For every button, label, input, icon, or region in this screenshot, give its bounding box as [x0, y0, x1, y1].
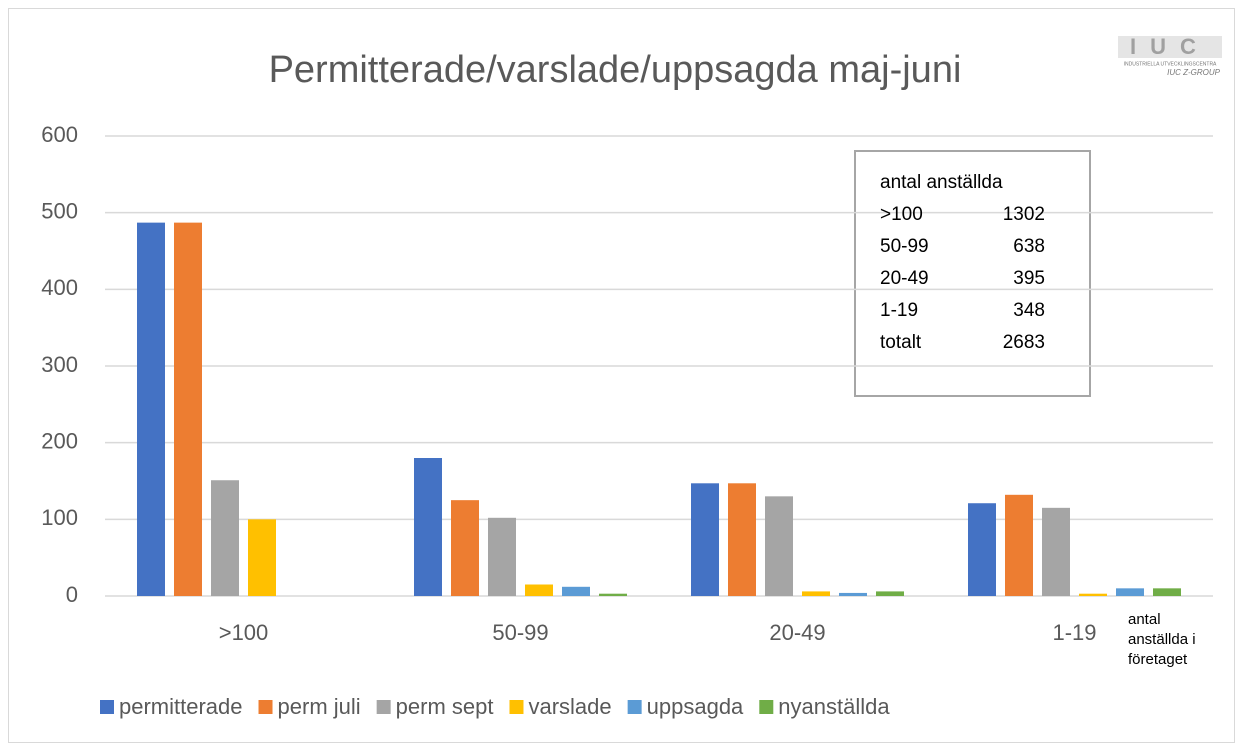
legend-swatch: [258, 700, 273, 714]
bar: [839, 592, 867, 596]
annotation-label: totalt: [880, 332, 922, 353]
legend-label: perm sept: [396, 694, 494, 719]
annotation-title: antal anställda: [880, 172, 1003, 193]
annotation-value: 1302: [1003, 204, 1045, 225]
y-tick-label: 600: [41, 122, 78, 147]
annotation-value: 348: [1013, 300, 1045, 321]
bar: [562, 586, 590, 596]
bar: [414, 458, 442, 596]
logo-name: IUC: [1130, 34, 1210, 59]
legend-swatch: [100, 700, 114, 714]
x-tick-label: 1-19: [1052, 620, 1096, 645]
bar: [802, 591, 830, 596]
logo-bg: [1118, 36, 1222, 58]
legend-swatch: [759, 700, 774, 714]
bar: [1005, 494, 1033, 596]
x-tick-label: 20-49: [769, 620, 825, 645]
bar: [525, 584, 553, 596]
legend-label: varslade: [528, 694, 611, 719]
annotation-label: 1-19: [880, 300, 918, 321]
bar: [137, 222, 165, 596]
bar: [488, 517, 516, 596]
x-tick-label: 50-99: [492, 620, 548, 645]
legend-swatch: [509, 700, 524, 714]
chart-title: Permitterade/varslade/uppsagda maj-juni: [269, 49, 962, 91]
bar: [174, 222, 202, 596]
bar: [876, 591, 904, 596]
y-tick-label: 400: [41, 275, 78, 300]
bar: [211, 480, 239, 596]
legend-label: permitterade: [119, 694, 243, 719]
x-axis-label: antal anställda i företaget: [1128, 611, 1196, 668]
annotation-label: 20-49: [880, 268, 929, 289]
legend-label: perm juli: [278, 694, 361, 719]
bar: [1079, 593, 1107, 596]
bar: [1153, 588, 1181, 596]
annotation-label: 50-99: [880, 236, 929, 257]
x-tick-label: >100: [219, 620, 269, 645]
annotation-box: [854, 150, 1091, 397]
y-tick-label: 0: [66, 582, 78, 607]
legend-swatch: [376, 700, 391, 714]
legend-swatch: [627, 700, 642, 714]
bar: [1116, 588, 1144, 596]
logo-tagline: IUC Z-GROUP: [1167, 68, 1221, 77]
legend-label: uppsagda: [647, 694, 744, 719]
bar: [248, 519, 276, 596]
bar: [728, 483, 756, 596]
y-tick-label: 300: [41, 352, 78, 377]
y-tick-label: 500: [41, 198, 78, 223]
bar: [599, 593, 627, 596]
bar: [451, 500, 479, 596]
bar: [968, 503, 996, 596]
y-tick-label: 100: [41, 505, 78, 530]
annotation-value: 638: [1013, 236, 1045, 257]
y-tick-label: 200: [41, 428, 78, 453]
annotation-label: >100: [880, 204, 923, 225]
annotation-value: 2683: [1003, 332, 1045, 353]
logo-org: INDUSTRIELLA UTVECKLINGSCENTRA: [1124, 61, 1217, 67]
bar: [691, 483, 719, 596]
bar: [1042, 507, 1070, 596]
annotation-value: 395: [1013, 268, 1045, 289]
bar: [765, 496, 793, 596]
legend-label: nyanställda: [778, 694, 890, 719]
